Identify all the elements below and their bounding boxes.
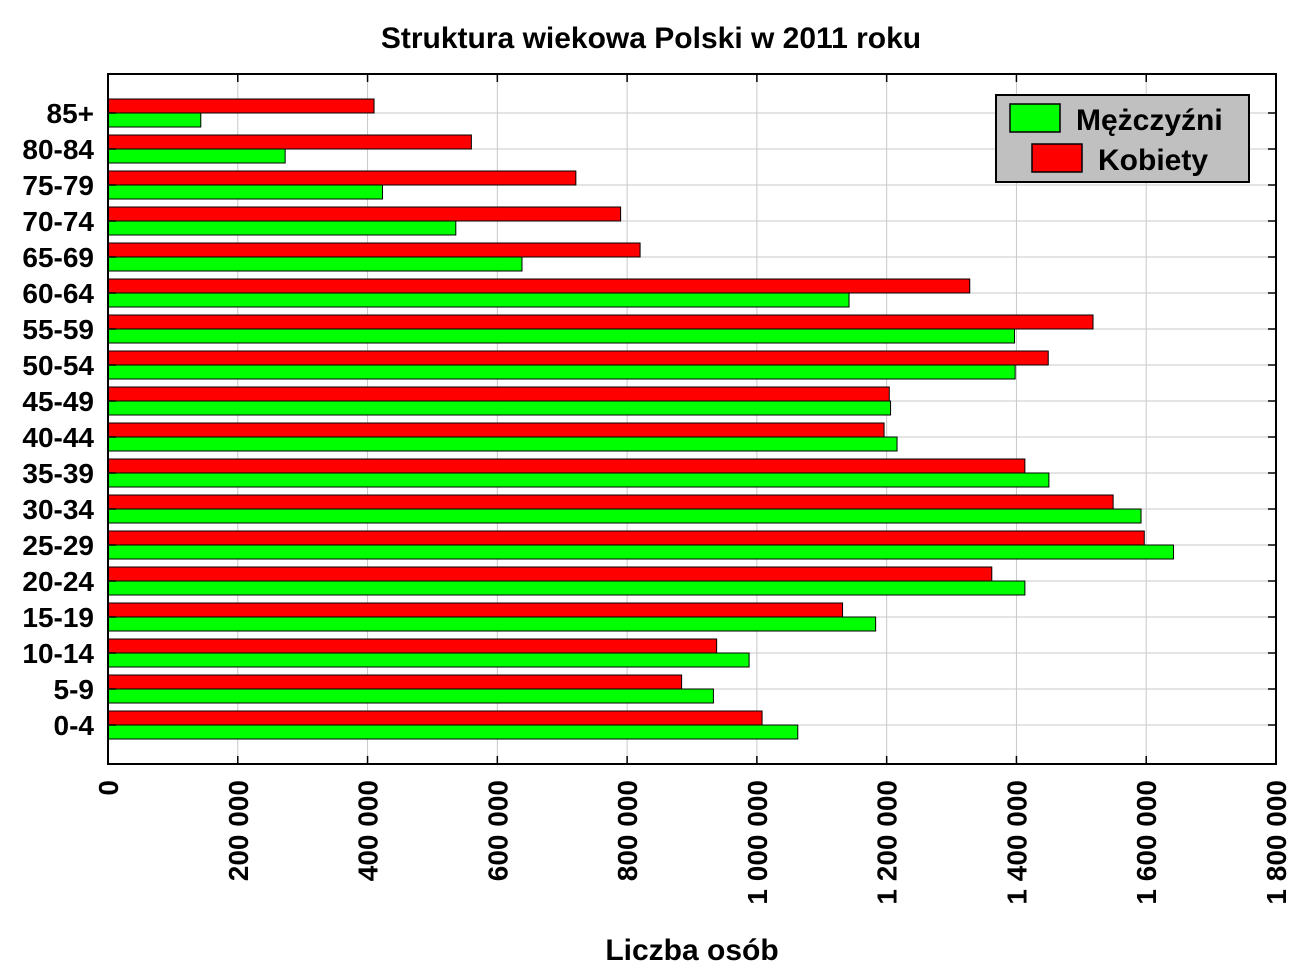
x-axis-title: Liczba osób: [605, 934, 778, 967]
bar-women-35-39: [107, 458, 1026, 474]
bar-women-80-84: [107, 134, 472, 150]
y-tick-label: 20-24: [22, 566, 94, 597]
y-tick-label: 80-84: [22, 134, 94, 165]
bar-women-65-69: [107, 242, 641, 258]
bar-women-30-34: [107, 494, 1114, 510]
axis-ticks: [107, 74, 1277, 764]
x-tick-label: 1 600 000: [1131, 780, 1162, 905]
bar-men-45-49: [107, 400, 892, 416]
x-tick-label: 0: [93, 780, 124, 796]
bar-men-0-4: [107, 724, 799, 740]
legend-label-men: Mężczyźni: [1076, 104, 1223, 137]
bar-men-60-64: [107, 292, 850, 308]
y-tick-label: 60-64: [22, 278, 94, 309]
bar-men-25-29: [107, 544, 1174, 560]
x-tick-label: 800 000: [612, 780, 643, 881]
bars: [107, 98, 1174, 740]
y-tick-label: 10-14: [22, 638, 94, 669]
legend-swatch-men: [1009, 103, 1061, 133]
y-tick-label: 70-74: [22, 206, 94, 237]
y-tick-label: 55-59: [22, 314, 94, 345]
bar-women-75-79: [107, 170, 577, 186]
bar-women-45-49: [107, 386, 890, 402]
bar-women-50-54: [107, 350, 1049, 366]
x-tick-label: 1 400 000: [1001, 780, 1032, 905]
bar-men-10-14: [107, 652, 750, 668]
bar-women-55-59: [107, 314, 1094, 330]
legend: Mężczyźni Kobiety: [995, 94, 1250, 183]
y-tick-label: 45-49: [22, 386, 94, 417]
bar-women-20-24: [107, 566, 993, 582]
x-tick-label: 1 000 000: [742, 780, 773, 905]
x-axis-labels: 0 200 000 400 000 600 000 800 000 1 000 000 1 …: [93, 780, 1292, 905]
chart-title: Struktura wiekowa Polski w 2011 roku: [381, 22, 921, 55]
y-tick-label: 25-29: [22, 530, 94, 561]
y-tick-label: 40-44: [22, 422, 94, 453]
bar-women-0-4: [107, 710, 763, 726]
y-tick-label: 50-54: [22, 350, 94, 381]
y-tick-label: 0-4: [54, 710, 95, 741]
x-tick-label: 600 000: [482, 780, 513, 881]
y-tick-label: 65-69: [22, 242, 94, 273]
bar-men-75-79: [107, 184, 383, 200]
bar-men-65-69: [107, 256, 523, 272]
bar-men-15-19: [107, 616, 877, 632]
legend-swatch-women: [1031, 143, 1083, 173]
bar-women-60-64: [107, 278, 971, 294]
bar-men-35-39: [107, 472, 1050, 488]
y-tick-label: 75-79: [22, 170, 94, 201]
y-tick-label: 5-9: [54, 674, 94, 705]
bar-men-40-44: [107, 436, 898, 452]
y-tick-label: 15-19: [22, 602, 94, 633]
x-tick-label: 1 800 000: [1261, 780, 1292, 905]
bar-men-30-34: [107, 508, 1142, 524]
bar-men-5-9: [107, 688, 714, 704]
y-tick-label: 85+: [47, 98, 95, 129]
bar-women-15-19: [107, 602, 844, 618]
bar-women-5-9: [107, 674, 683, 690]
x-tick-label: 400 000: [353, 780, 384, 881]
bar-women-70-74: [107, 206, 622, 222]
bar-men-55-59: [107, 328, 1015, 344]
x-tick-label: 1 200 000: [872, 780, 903, 905]
bar-women-85+: [107, 98, 375, 114]
y-tick-label: 35-39: [22, 458, 94, 489]
x-tick-label: 200 000: [223, 780, 254, 881]
plot-area-frame: [107, 73, 1277, 765]
y-tick-label: 30-34: [22, 494, 94, 525]
bar-men-70-74: [107, 220, 457, 236]
bar-men-20-24: [107, 580, 1026, 596]
legend-label-women: Kobiety: [1098, 144, 1208, 177]
bar-women-40-44: [107, 422, 885, 438]
bar-men-85+: [107, 112, 202, 128]
bar-men-80-84: [107, 148, 286, 164]
bar-women-25-29: [107, 530, 1145, 546]
y-axis-labels: 0-4 5-9 10-14 15-19 20-24 25-29 30-34 35-39 40-4…: [22, 98, 94, 741]
bar-men-50-54: [107, 364, 1016, 380]
bar-women-10-14: [107, 638, 718, 654]
